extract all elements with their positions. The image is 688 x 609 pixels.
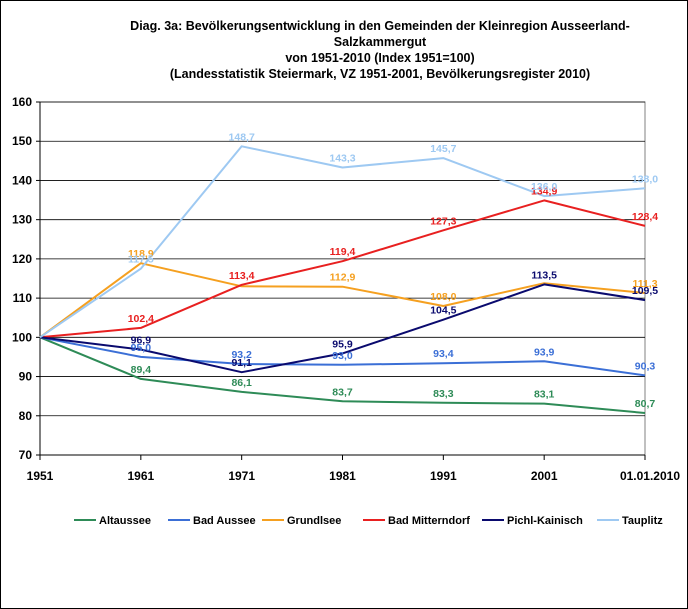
data-label: 93,9 xyxy=(534,346,555,358)
data-label: 96,9 xyxy=(131,334,152,346)
chart-title-line-2: Salzkammergut xyxy=(333,35,427,49)
data-label: 104,5 xyxy=(430,305,456,317)
data-label: 86,1 xyxy=(231,377,252,389)
data-label: 93,4 xyxy=(433,348,454,360)
y-tick-label: 140 xyxy=(12,173,32,187)
data-label: 138,0 xyxy=(632,173,658,185)
x-tick-label: 1991 xyxy=(430,469,457,483)
data-label: 112,9 xyxy=(330,272,356,284)
y-tick-label: 150 xyxy=(12,134,32,148)
data-label: 95,0 xyxy=(131,342,152,354)
data-label: 95,9 xyxy=(332,338,353,350)
data-label: 128,4 xyxy=(632,211,658,223)
y-tick-label: 160 xyxy=(12,95,32,109)
series-line-grundlsee xyxy=(39,262,646,339)
y-tick-label: 80 xyxy=(19,409,33,423)
data-label: 136,0 xyxy=(531,181,557,193)
series-line-pichl-kainisch xyxy=(39,283,646,374)
data-label: 108,0 xyxy=(430,291,456,303)
chart-title-line-1: Diag. 3a: Bevölkerungsentwicklung in den… xyxy=(130,19,630,33)
series-line-tauplitz xyxy=(39,145,646,339)
y-tick-label: 100 xyxy=(12,330,32,344)
plot-area xyxy=(39,101,646,456)
data-label: 118,9 xyxy=(128,248,154,260)
legend-entry: Pichl-Kainisch xyxy=(507,515,583,527)
y-tick-label: 70 xyxy=(19,448,33,462)
data-label: 93,0 xyxy=(332,350,353,362)
series-line-bad-mitterndorf xyxy=(39,199,646,339)
data-labels: 89,4 86,1 83,7 83,3 83,1 80,7 95,0 93,2 93,0 93,4… xyxy=(128,131,659,410)
data-label: 127,3 xyxy=(430,215,456,227)
data-label: 134,9 xyxy=(531,185,557,197)
data-label: 113,5 xyxy=(531,269,557,281)
gridlines xyxy=(40,101,645,417)
data-label: 90,3 xyxy=(635,360,656,372)
data-label: 102,4 xyxy=(128,313,154,325)
y-tick-label: 90 xyxy=(19,370,33,384)
data-label: 145,7 xyxy=(430,143,456,155)
data-label: 91,1 xyxy=(231,357,252,369)
y-tick-label: 130 xyxy=(12,213,32,227)
data-label: 80,7 xyxy=(635,398,656,410)
x-tick-label: 2001 xyxy=(531,469,558,483)
series-lines xyxy=(39,145,646,414)
data-label: 83,1 xyxy=(534,389,555,401)
y-tick-label: 120 xyxy=(12,252,32,266)
series-line-bad-aussee xyxy=(39,336,646,377)
chart-title-line-4: (Landesstatistik Steiermark, VZ 1951-200… xyxy=(169,67,591,81)
data-label: 109,5 xyxy=(632,285,658,297)
data-label: 119,4 xyxy=(330,246,356,258)
legend-entry: Grundlsee xyxy=(287,515,341,527)
series-line-altaussee xyxy=(39,336,646,414)
legend-entry: Bad Mitterndorf xyxy=(388,515,470,527)
plot-background xyxy=(39,101,646,456)
data-label: 113,4 xyxy=(229,270,255,282)
data-label: 83,7 xyxy=(332,386,353,398)
data-label: 148,7 xyxy=(229,131,255,143)
x-tick-label: 1981 xyxy=(329,469,356,483)
data-label: 143,3 xyxy=(329,153,355,165)
legend-entry: Tauplitz xyxy=(622,515,663,527)
data-label: 89,4 xyxy=(131,364,152,376)
x-tick-label: 1971 xyxy=(228,469,255,483)
y-tick-label: 110 xyxy=(13,291,33,305)
chart-title-line-3: von 1951-2010 (Index 1951=100) xyxy=(285,51,475,65)
legend-entry: Altaussee xyxy=(99,515,151,527)
x-tick-label: 1961 xyxy=(127,469,154,483)
data-label: 83,3 xyxy=(433,388,454,400)
axes: 70 80 90 100 110 120 130 140 150 160 1951 1961 1971 1… xyxy=(12,95,680,483)
data-label: 111,3 xyxy=(632,278,657,290)
x-tick-label: 01.01.2010 xyxy=(620,469,680,483)
chart-title: Diag. 3a: Bevölkerungsentwicklung in den… xyxy=(100,18,660,82)
legend-entry: Bad Aussee xyxy=(193,515,256,527)
data-label: 117,5 xyxy=(128,254,154,266)
legend: Altaussee Bad Aussee Grundlsee Bad Mitternd… xyxy=(74,515,663,527)
x-tick-label: 1951 xyxy=(27,469,54,483)
data-label: 93,2 xyxy=(231,349,252,361)
